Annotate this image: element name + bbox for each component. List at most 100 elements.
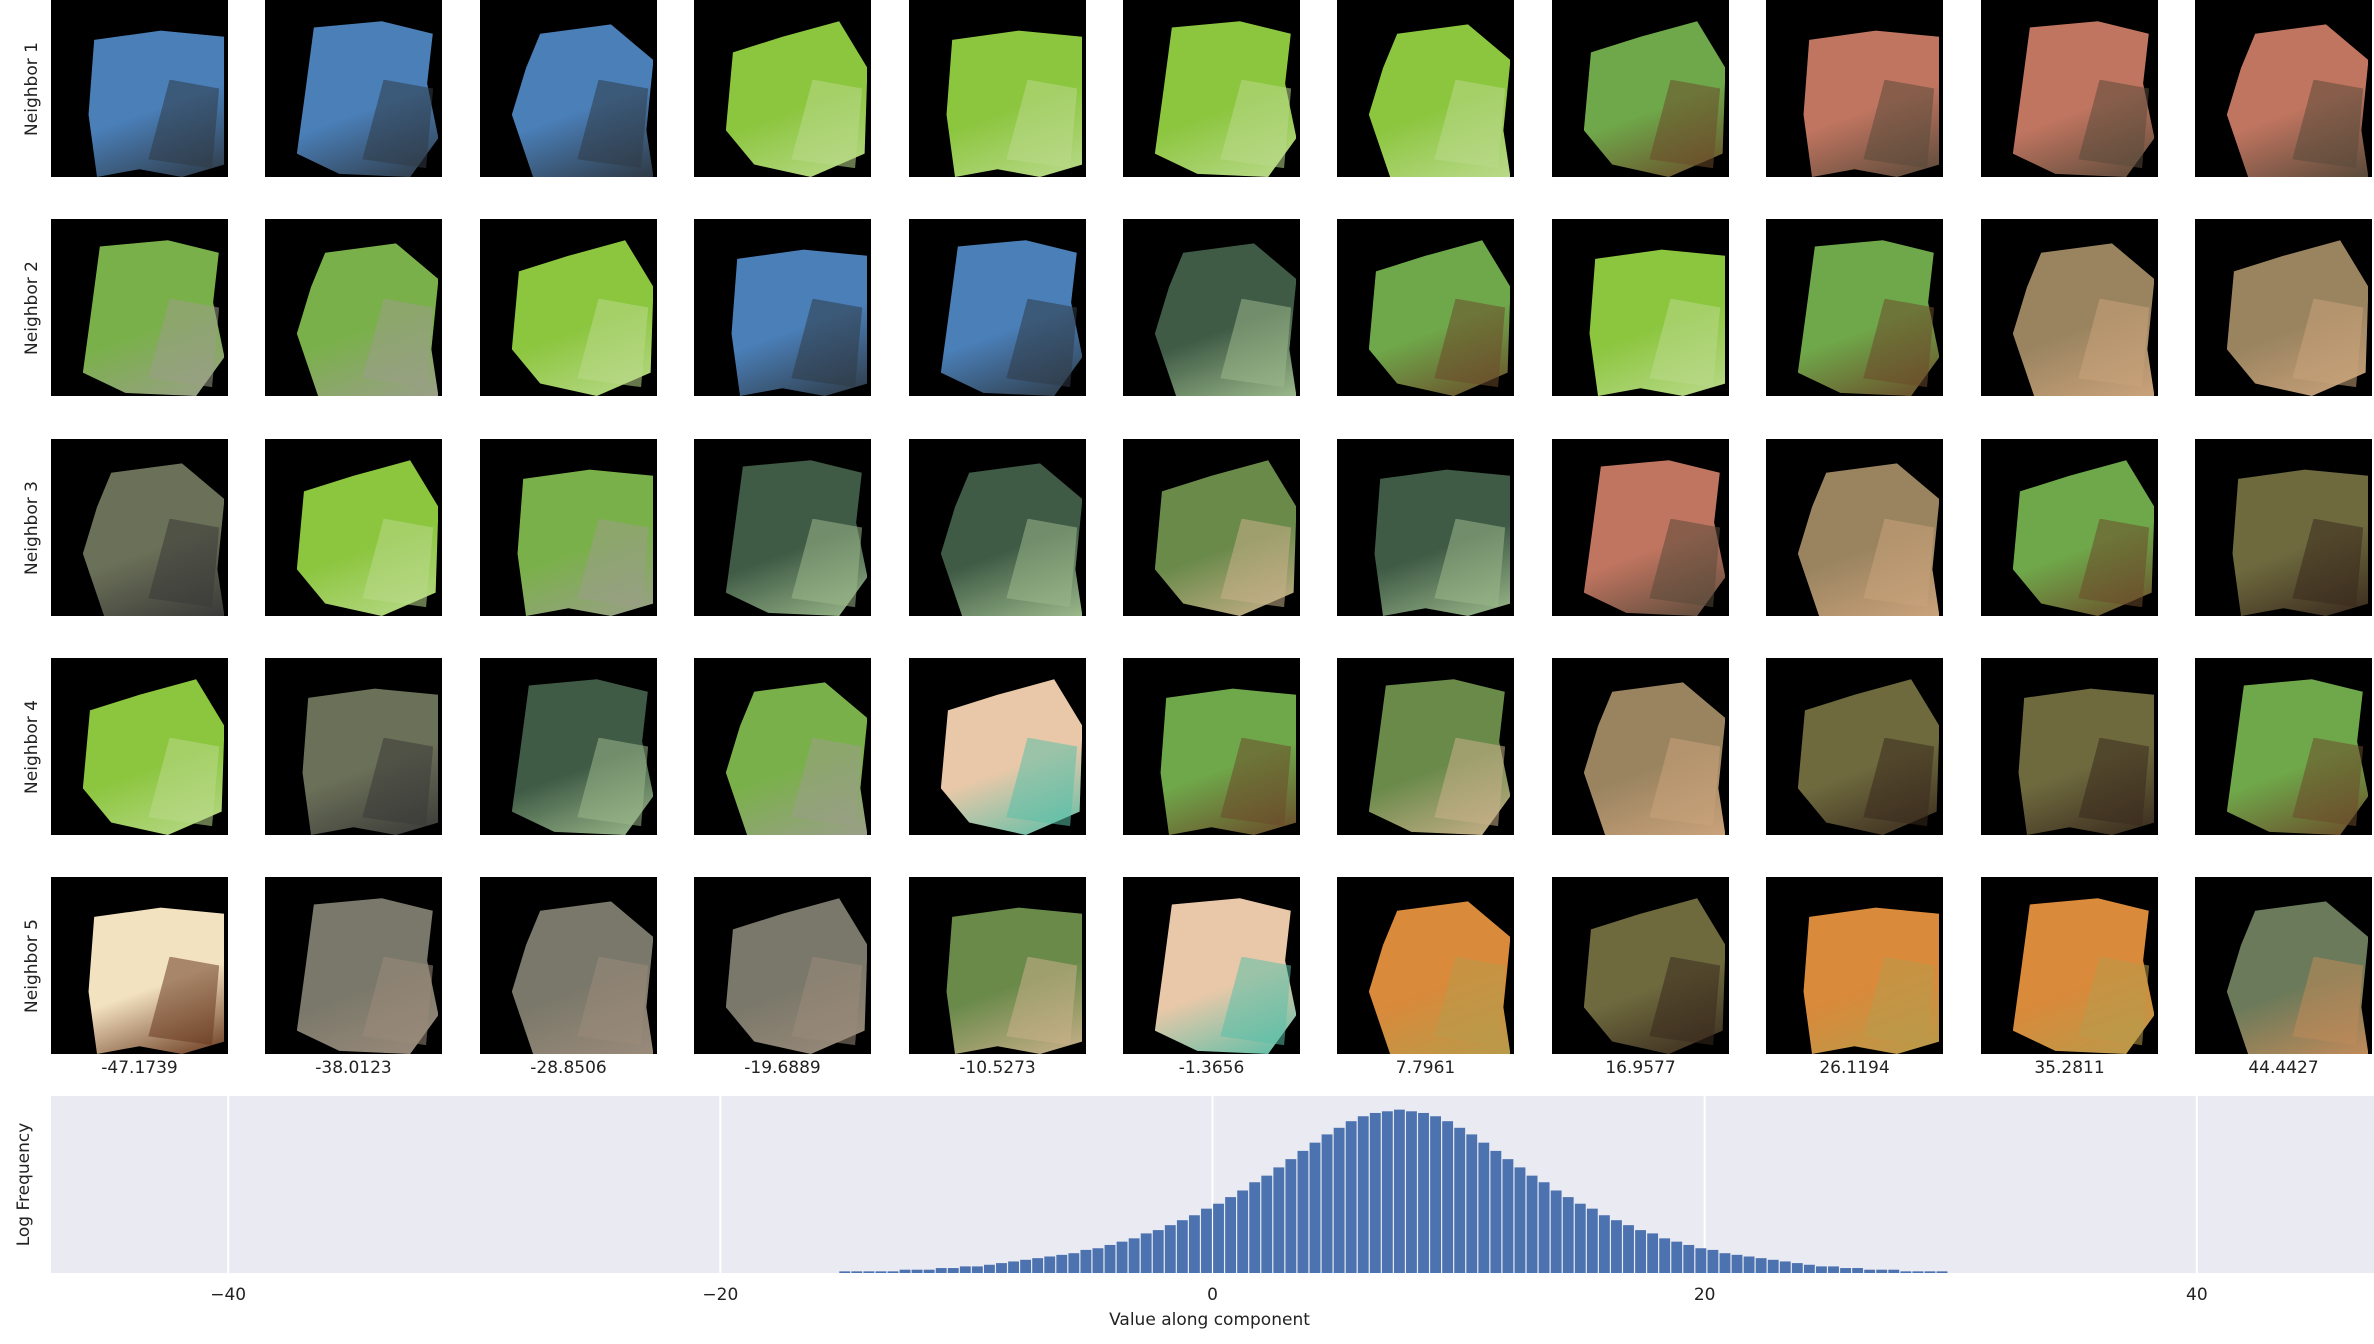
histogram-bar xyxy=(1044,1256,1056,1273)
neighbor-tile[interactable] xyxy=(51,219,228,396)
neighbor-tile[interactable] xyxy=(1981,877,2158,1054)
neighbor-tile[interactable] xyxy=(694,0,871,177)
histogram-bar xyxy=(1791,1263,1803,1273)
histogram-bar xyxy=(1201,1208,1212,1273)
neighbor-tile[interactable] xyxy=(1766,219,1943,396)
neighbor-tile[interactable] xyxy=(2195,219,2372,396)
neighbor-tile[interactable] xyxy=(1766,877,1943,1054)
histogram-bar xyxy=(1635,1230,1646,1273)
histogram-bar xyxy=(1128,1238,1140,1273)
neighbor-tile[interactable] xyxy=(1123,658,1300,835)
neighbor-tile[interactable] xyxy=(909,439,1086,616)
neighbor-tile[interactable] xyxy=(1123,439,1300,616)
histogram-bar xyxy=(1369,1112,1381,1273)
neighbor-tile[interactable] xyxy=(1123,877,1300,1054)
histogram-bar xyxy=(1803,1264,1815,1273)
histogram-bar xyxy=(1345,1121,1357,1273)
neighbor-tile[interactable] xyxy=(1337,219,1514,396)
neighbor-tile[interactable] xyxy=(51,658,228,835)
neighbor-tile[interactable] xyxy=(1981,439,2158,616)
neighbor-tile[interactable] xyxy=(2195,658,2372,835)
neighbor-tile[interactable] xyxy=(1337,439,1514,616)
neighbor-tile[interactable] xyxy=(1552,877,1729,1054)
histogram-bar xyxy=(851,1271,863,1273)
neighbor-tile[interactable] xyxy=(265,219,442,396)
column-value-label: 7.7961 xyxy=(1395,1058,1456,1078)
row-label-text: Neighbor 5 xyxy=(22,918,42,1013)
histogram-bar xyxy=(1381,1111,1393,1273)
neighbor-tile[interactable] xyxy=(1766,439,1943,616)
histogram-bar xyxy=(1574,1203,1586,1273)
neighbor-tile[interactable] xyxy=(1552,658,1729,835)
histogram-bar xyxy=(863,1271,875,1273)
neighbor-tile[interactable] xyxy=(694,439,871,616)
neighbor-tile[interactable] xyxy=(1766,0,1943,177)
histogram-bar xyxy=(1611,1220,1622,1273)
histogram-bar xyxy=(1309,1142,1321,1273)
histogram-bar xyxy=(1912,1271,1924,1273)
neighbor-tile[interactable] xyxy=(694,219,871,396)
neighbor-tile[interactable] xyxy=(1337,0,1514,177)
neighbor-tile[interactable] xyxy=(480,658,657,835)
histogram-bar xyxy=(1683,1244,1695,1273)
histogram-bar xyxy=(1755,1258,1767,1273)
neighbor-tile[interactable] xyxy=(909,877,1086,1054)
neighbor-tile[interactable] xyxy=(1981,658,2158,835)
histogram-bar xyxy=(1032,1258,1044,1273)
neighbor-tile[interactable] xyxy=(2195,0,2372,177)
histogram-bar xyxy=(1140,1233,1152,1273)
histogram-bar xyxy=(1719,1253,1731,1273)
histogram-bar xyxy=(1598,1215,1610,1273)
neighbor-tile[interactable] xyxy=(1552,439,1729,616)
neighbor-tile[interactable] xyxy=(1766,658,1943,835)
neighbor-tile[interactable] xyxy=(694,877,871,1054)
column-value-label: -47.1739 xyxy=(101,1058,178,1078)
neighbor-tile[interactable] xyxy=(480,877,657,1054)
histogram-bar xyxy=(1152,1230,1164,1273)
neighbor-tile[interactable] xyxy=(51,0,228,177)
neighbor-tile[interactable] xyxy=(1552,219,1729,396)
neighbor-tile[interactable] xyxy=(2195,877,2372,1054)
neighbor-tile[interactable] xyxy=(1552,0,1729,177)
neighbor-tile[interactable] xyxy=(265,439,442,616)
neighbor-tile[interactable] xyxy=(265,658,442,835)
neighbor-tile[interactable] xyxy=(909,0,1086,177)
neighbor-tile[interactable] xyxy=(51,877,228,1054)
neighbor-tile[interactable] xyxy=(480,0,657,177)
x-tick-label: −20 xyxy=(702,1285,738,1305)
histogram-bar xyxy=(1514,1167,1526,1273)
neighbor-tile[interactable] xyxy=(51,439,228,616)
neighbor-tile[interactable] xyxy=(265,877,442,1054)
neighbor-tile[interactable] xyxy=(1981,0,2158,177)
histogram-bar xyxy=(1840,1268,1851,1273)
histogram-bar xyxy=(1876,1269,1888,1273)
histogram-bar xyxy=(1936,1271,1948,1273)
histogram-bar xyxy=(1864,1269,1876,1273)
histogram-bar xyxy=(1116,1241,1128,1273)
y-axis-label: Log Frequency xyxy=(14,1123,34,1247)
neighbor-tile[interactable] xyxy=(480,439,657,616)
row-label-text: Neighbor 3 xyxy=(22,480,42,575)
histogram-bar xyxy=(1406,1111,1417,1273)
neighbor-tile[interactable] xyxy=(1123,0,1300,177)
column-value-label: -19.6889 xyxy=(744,1058,821,1078)
histogram-bar xyxy=(1888,1269,1900,1273)
histogram-bar xyxy=(971,1266,983,1273)
neighbor-tile[interactable] xyxy=(909,219,1086,396)
neighbor-tile[interactable] xyxy=(480,219,657,396)
neighbor-tile[interactable] xyxy=(909,658,1086,835)
neighbor-tile[interactable] xyxy=(2195,439,2372,616)
histogram-bar xyxy=(1357,1116,1369,1273)
neighbor-tile[interactable] xyxy=(694,658,871,835)
histogram-bar xyxy=(1008,1261,1019,1273)
histogram-bar xyxy=(1080,1249,1092,1273)
neighbor-tile[interactable] xyxy=(265,0,442,177)
neighbor-tile[interactable] xyxy=(1981,219,2158,396)
neighbor-tile[interactable] xyxy=(1123,219,1300,396)
histogram-bar xyxy=(1249,1182,1261,1273)
neighbor-tile[interactable] xyxy=(1337,658,1514,835)
histogram-bar xyxy=(935,1268,947,1273)
histogram-chart: −40 −20 0 20 40 Value along component Log Freq… xyxy=(14,1096,2374,1330)
neighbor-tile[interactable] xyxy=(1337,877,1514,1054)
column-value-label: -1.3656 xyxy=(1178,1058,1245,1078)
